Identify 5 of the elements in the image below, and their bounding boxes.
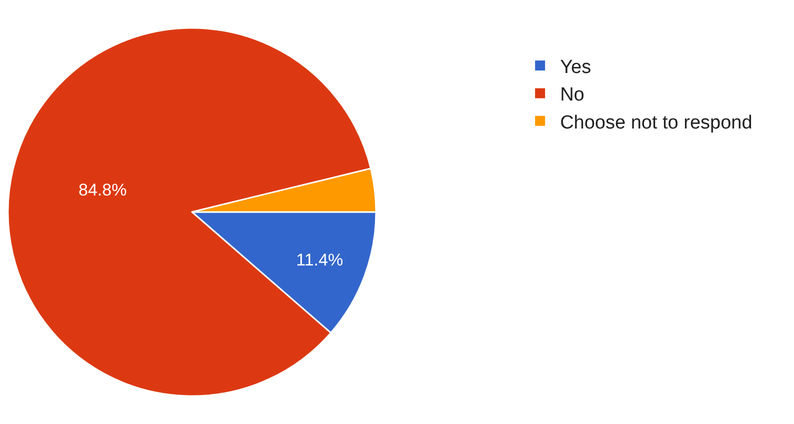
data-label: 84.8% — [78, 180, 127, 200]
legend-label: Yes — [560, 56, 592, 78]
data-label: 11.4% — [296, 250, 344, 270]
legend-label: No — [560, 84, 584, 106]
legend-label: Choose not to respond — [560, 112, 752, 134]
